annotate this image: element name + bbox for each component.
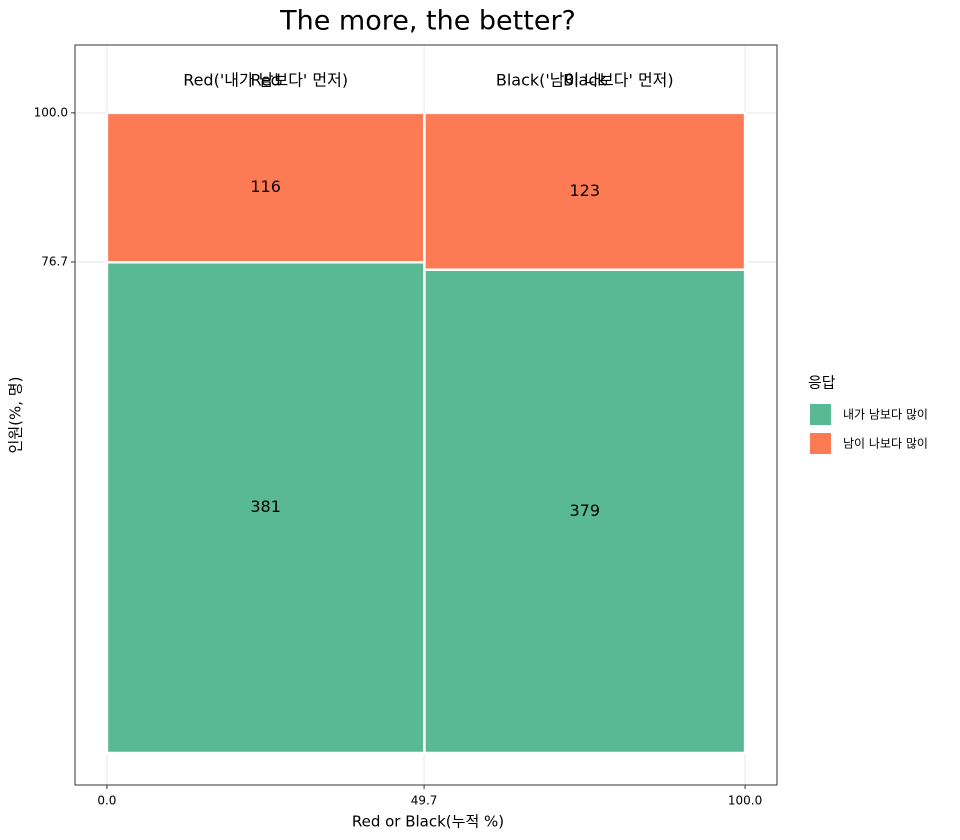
y-axis-label: 인원(%, 명) xyxy=(7,377,25,454)
legend-key xyxy=(810,433,831,454)
y-tick-label: 100.0 xyxy=(34,105,68,119)
group-label: Black xyxy=(563,71,607,90)
x-axis-label: Red or Black(누적 %) xyxy=(352,813,504,831)
y-tick-label: 76.7 xyxy=(41,255,68,269)
mosaic-cell xyxy=(105,261,426,755)
cell-label: 379 xyxy=(569,501,600,520)
legend-label: 내가 남보다 많이 xyxy=(843,408,928,422)
cell-label: 123 xyxy=(569,181,600,200)
group-label: Red xyxy=(250,71,280,90)
chart-title: The more, the better? xyxy=(279,6,576,37)
category-label: Black('남이 나보다' 먼저) xyxy=(496,71,674,90)
cell-label: 381 xyxy=(250,497,281,516)
mosaic-cell xyxy=(105,111,426,264)
x-tick-label: 100.0 xyxy=(728,794,762,808)
plot-border xyxy=(74,44,778,786)
category-label: Red('내가 남보다' 먼저) xyxy=(183,71,348,90)
cell-label: 116 xyxy=(250,177,281,196)
x-tick-label: 0.0 xyxy=(97,794,116,808)
legend-title: 응답 xyxy=(808,374,836,392)
legend-label: 남이 나보다 많이 xyxy=(843,437,928,451)
mosaic-cell xyxy=(423,268,747,755)
x-tick-label: 49.7 xyxy=(411,794,438,808)
legend-key xyxy=(810,404,831,425)
mosaic-cell xyxy=(423,111,747,271)
